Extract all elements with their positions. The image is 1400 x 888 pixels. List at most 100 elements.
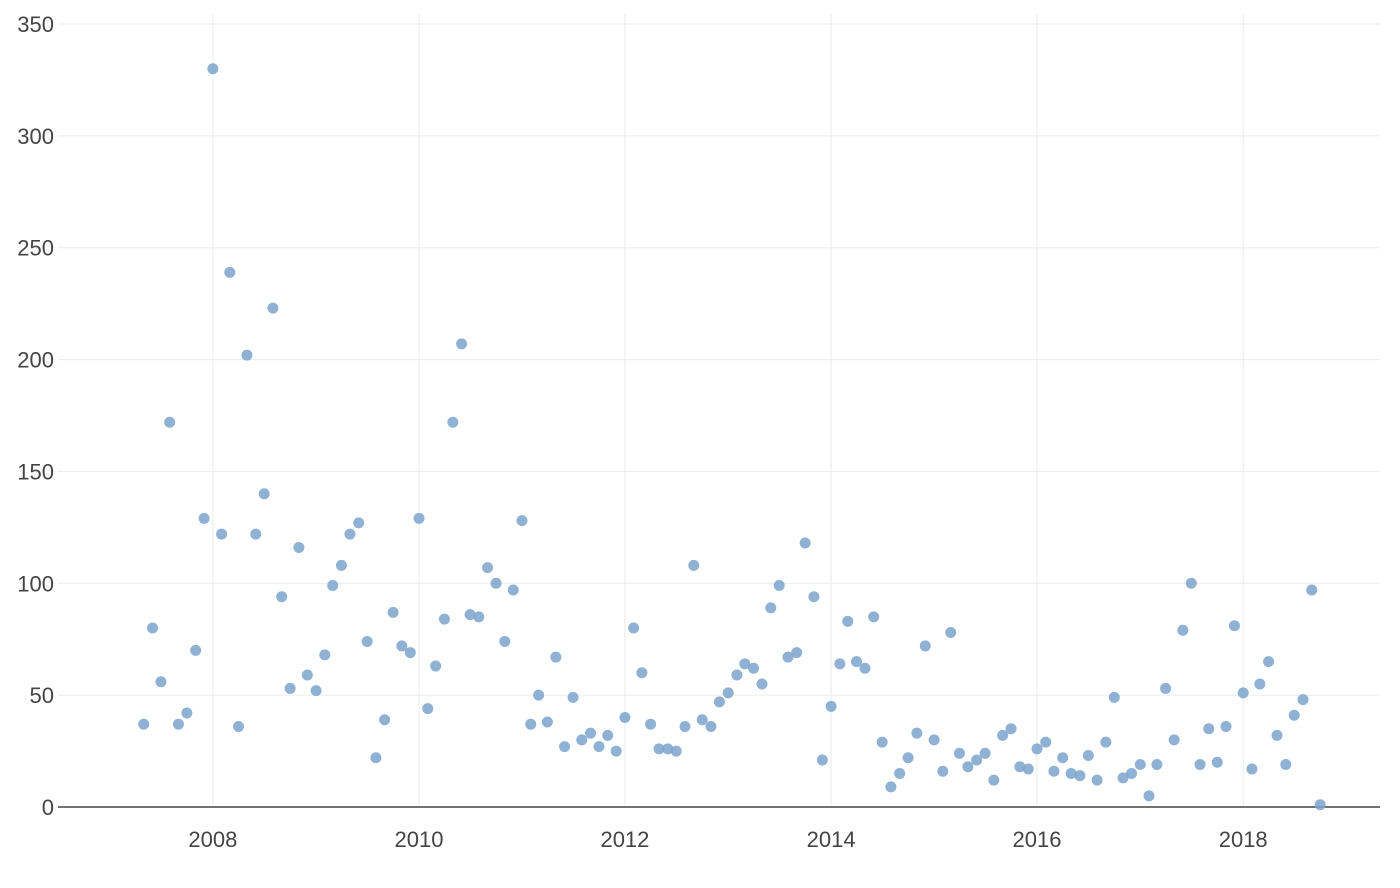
data-point [1254,678,1266,690]
data-point [808,591,820,603]
x-tick-label: 2016 [1013,827,1062,852]
data-point [541,716,553,728]
data-point [198,512,210,524]
data-point [670,745,682,757]
y-tick-label: 0 [42,795,54,820]
data-point [953,747,965,759]
data-point [146,622,158,634]
data-point [1185,577,1197,589]
data-point [902,752,914,764]
data-point [1100,736,1112,748]
data-point [653,743,665,755]
data-point [499,635,511,647]
data-point [293,541,305,553]
data-point [1306,584,1318,596]
data-point [731,669,743,681]
data-point [258,488,270,500]
x-gridlines [212,14,1244,807]
data-point [1014,761,1026,773]
data-point [791,647,803,659]
x-tick-label: 2012 [600,827,649,852]
data-point [868,611,880,623]
x-tick-label: 2010 [395,827,444,852]
data-point [911,727,923,739]
data-point [602,729,614,741]
data-point [464,609,476,621]
data-point [1263,656,1275,668]
data-point [636,667,648,679]
data-point [628,622,640,634]
data-point [344,528,356,540]
data-point [645,718,657,730]
data-point [1246,763,1258,775]
data-point [1194,758,1206,770]
data-point [447,416,459,428]
data-point [155,676,167,688]
data-point [1057,752,1069,764]
x-tick-label: 2014 [807,827,856,852]
data-point [782,651,794,663]
data-point [319,649,331,661]
data-point [825,700,837,712]
data-point [1040,736,1052,748]
data-point [370,752,382,764]
data-point [679,720,691,732]
y-tick-label: 100 [17,571,54,596]
data-point [301,669,313,681]
data-point [276,591,288,603]
data-point [894,767,906,779]
data-point [979,747,991,759]
data-point [688,559,700,571]
data-point [610,745,622,757]
data-point [756,678,768,690]
data-point [361,635,373,647]
y-tick-labels: 0 50 100 150 200 250 300 350 [17,12,54,820]
data-point [233,720,245,732]
data-point [335,559,347,571]
data-point [1314,799,1326,811]
data-point [619,712,631,724]
data-point [988,774,1000,786]
data-point [937,765,949,777]
y-tick-label: 50 [30,683,54,708]
data-point [216,528,228,540]
data-point [413,512,425,524]
data-point [310,685,322,697]
data-point [1151,758,1163,770]
data-point [396,640,408,652]
data-point [1031,743,1043,755]
data-point [816,754,828,766]
data-point [1022,763,1034,775]
data-point [207,63,219,75]
data-point [799,537,811,549]
data-point [525,718,537,730]
data-point [379,714,391,726]
data-point [473,611,485,623]
data-point [1048,765,1060,777]
x-tick-label: 2008 [188,827,237,852]
data-point [851,656,863,668]
data-point [224,266,236,278]
data-point [1220,720,1232,732]
data-point [422,703,434,715]
data-point [1065,767,1077,779]
data-point [1160,682,1172,694]
data-point [241,349,253,361]
data-point [250,528,262,540]
data-point [507,584,519,596]
data-points [138,63,1326,811]
y-tick-label: 250 [17,236,54,261]
data-point [748,662,760,674]
data-point [765,602,777,614]
data-point [1108,691,1120,703]
data-point [876,736,888,748]
data-point [516,515,528,527]
data-point [164,416,176,428]
data-point [585,727,597,739]
data-point [1091,774,1103,786]
data-point [190,644,202,656]
x-tick-labels: 2008 2010 2012 2014 2016 2018 [188,827,1267,852]
data-point [1117,772,1129,784]
data-point [1211,756,1223,768]
data-point [172,718,184,730]
